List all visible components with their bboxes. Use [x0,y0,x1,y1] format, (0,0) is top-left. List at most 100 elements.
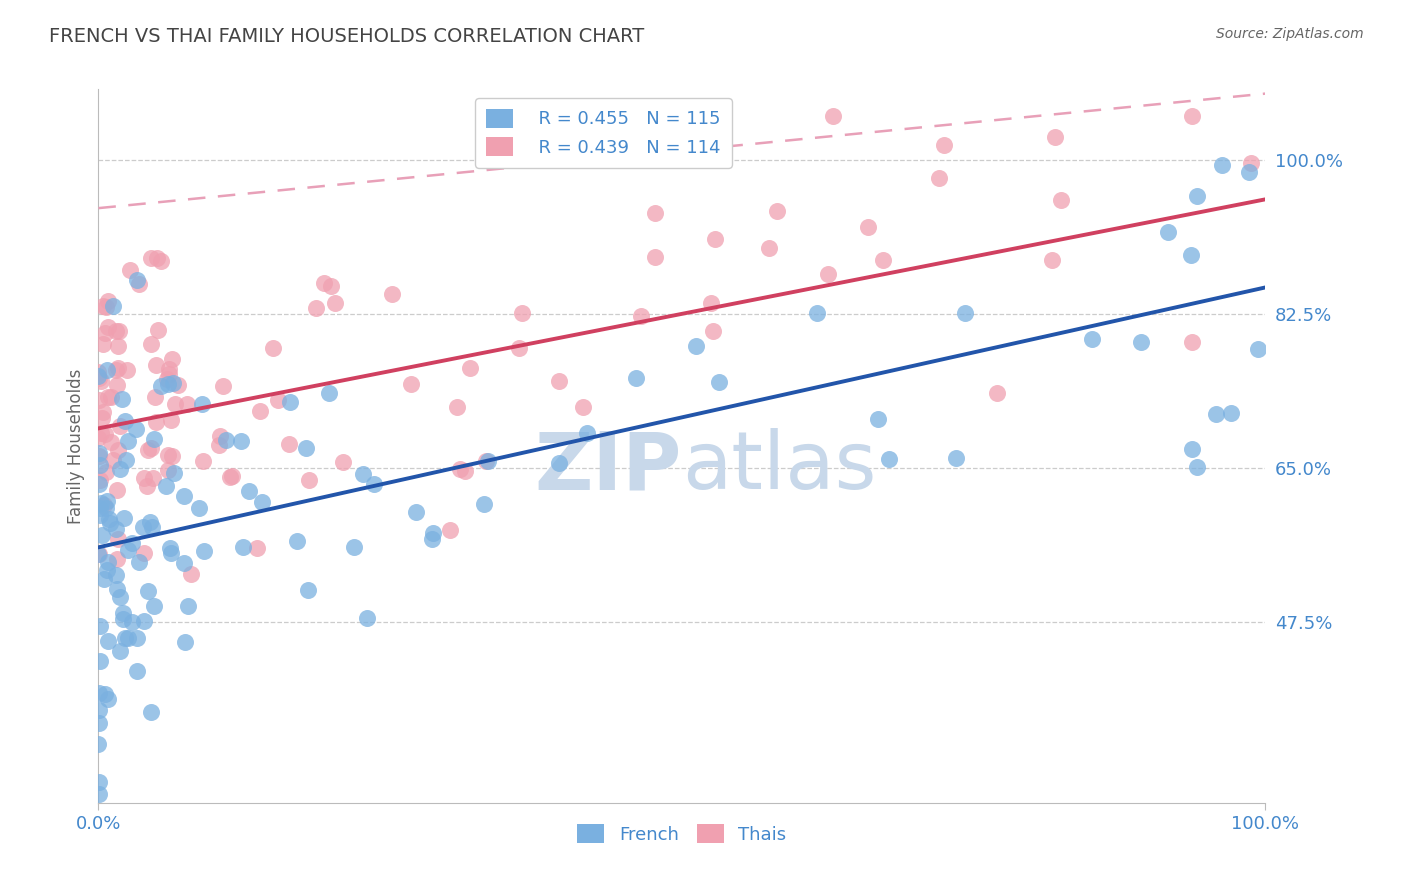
Point [765,204,787,219]
Point [156,372,179,386]
Point [278,395,301,409]
Point [87,547,110,561]
Point [100,390,122,404]
Point [112,510,135,524]
Point [305,301,328,315]
Point [87,393,110,408]
Point [143,390,166,404]
Point [121,615,143,629]
Point [115,452,138,467]
Point [454,464,477,478]
Point [953,306,976,320]
Point [295,441,318,455]
Point [107,532,129,546]
Point [90,426,112,441]
Point [356,610,378,624]
Point [157,367,180,381]
Point [160,413,183,427]
Point [159,541,181,556]
Point [352,467,374,481]
Point [145,415,167,429]
Point [177,599,200,613]
Point [208,438,231,452]
Point [278,436,301,450]
Legend: French, Thais: French, Thais [569,817,794,851]
Point [104,568,127,582]
Point [108,419,131,434]
Point [174,634,197,648]
Point [139,516,162,530]
Point [229,434,252,449]
Point [160,352,183,367]
Point [117,434,139,448]
Point [114,631,136,645]
Point [125,273,148,287]
Point [1211,158,1233,172]
Point [87,432,110,446]
Point [139,706,162,720]
Point [173,556,195,570]
Point [209,429,232,443]
Point [700,295,723,310]
Point [90,496,112,510]
Point [446,400,468,414]
Point [180,566,202,581]
Point [332,455,354,469]
Point [141,520,163,534]
Point [97,319,120,334]
Point [107,443,129,458]
Point [1157,225,1180,239]
Point [163,396,186,410]
Point [758,241,780,255]
Point [1240,156,1263,170]
Point [626,371,648,385]
Point [312,277,335,291]
Point [96,363,118,377]
Point [858,219,880,234]
Point [156,448,179,462]
Point [89,508,111,522]
Point [96,494,118,508]
Point [510,305,533,319]
Point [94,426,117,441]
Point [87,702,110,716]
Point [111,606,134,620]
Point [238,483,260,498]
Point [90,410,112,425]
Point [107,325,129,339]
Point [1187,189,1209,203]
Point [212,379,235,393]
Point [134,546,156,560]
Point [125,422,148,436]
Point [163,466,186,480]
Point [145,358,167,372]
Point [318,385,340,400]
Point [90,528,112,542]
Point [156,376,179,391]
Point [262,341,284,355]
Point [249,404,271,418]
Point [89,449,111,463]
Point [117,363,139,377]
Point [87,446,110,460]
Point [156,463,179,477]
Point [146,323,169,337]
Point [134,471,156,485]
Point [105,378,128,392]
Point [89,654,111,668]
Point [117,542,139,557]
Point [547,456,569,470]
Point [93,498,115,512]
Point [89,473,111,487]
Point [868,412,890,426]
Point [872,253,894,268]
Point [472,497,495,511]
Point [173,489,195,503]
Point [945,450,967,465]
Point [93,405,115,419]
Point [477,454,499,468]
Point [93,572,115,586]
Point [932,137,955,152]
Point [127,631,149,645]
Point [1247,342,1270,356]
